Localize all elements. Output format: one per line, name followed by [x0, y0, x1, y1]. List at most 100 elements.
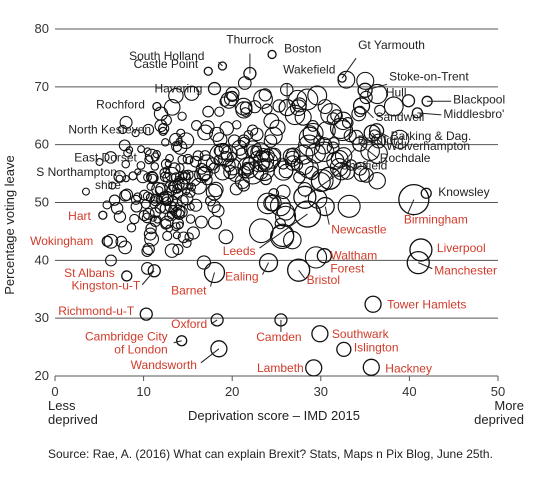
data-point [256, 192, 279, 215]
label-birmingham: Birmingham [404, 213, 468, 227]
data-point [115, 235, 128, 248]
x-axis-title: Deprivation score – IMD 2015 [188, 408, 360, 423]
data-point [141, 245, 153, 257]
data-point-hull [401, 94, 416, 108]
data-point-castle-point [203, 66, 213, 76]
leader-line-wolverhampton [371, 132, 385, 147]
data-point [332, 120, 354, 142]
leader-line-wandsworth [200, 348, 220, 364]
data-point [304, 246, 328, 269]
label-havering: Havering [154, 82, 202, 96]
data-point [253, 89, 273, 109]
data-point [259, 147, 282, 169]
data-point [145, 222, 157, 235]
data-point [171, 222, 181, 232]
label-cambridge-city-of-london: Cambridge City of London [85, 330, 168, 357]
y-tick-label: 70 [35, 79, 49, 94]
data-point [220, 91, 238, 109]
data-point [270, 223, 295, 248]
data-point [186, 202, 195, 211]
leader-line-south-holland [218, 61, 223, 67]
label-wakefield: Wakefield [283, 63, 335, 77]
data-point-birmingham [398, 183, 430, 216]
data-point [172, 231, 181, 240]
x-tick-label: 40 [402, 384, 416, 399]
data-point [146, 182, 155, 191]
data-point-oxford [210, 313, 224, 327]
data-point [214, 163, 231, 181]
data-point [145, 193, 155, 203]
data-point-ealing [258, 252, 279, 273]
label-bradford: Bradford [358, 133, 404, 147]
data-point [160, 114, 172, 126]
data-point-east-dorset [144, 155, 154, 165]
label-wokingham: Wokingham [30, 234, 93, 248]
data-point [247, 124, 259, 136]
data-point [186, 226, 200, 240]
data-point [196, 255, 211, 270]
data-point [158, 122, 170, 135]
data-point [307, 85, 328, 106]
data-point-liverpool [409, 238, 433, 262]
data-point [332, 161, 351, 181]
y-tick-label: 20 [35, 368, 49, 383]
data-point [189, 198, 203, 212]
data-point [298, 134, 321, 157]
x-tick-label: 0 [51, 384, 58, 399]
data-point [315, 137, 333, 155]
data-point [207, 199, 221, 214]
data-point [283, 230, 302, 250]
data-point [263, 113, 280, 129]
label-east-dorset: East Dorset [74, 151, 137, 165]
data-point [130, 200, 143, 213]
data-point [185, 156, 194, 165]
label-camden: Camden [256, 330, 301, 344]
leader-line-barnet [209, 272, 215, 287]
data-point [126, 223, 137, 233]
data-point [225, 86, 240, 101]
label-knowsley: Knowsley [438, 185, 489, 199]
data-point [165, 153, 174, 163]
data-point-boston [267, 49, 277, 60]
label-s-northampton--shire: S Northampton-shire [36, 165, 121, 192]
data-point [164, 243, 180, 258]
data-point [113, 170, 127, 183]
label-leeds: Leeds [223, 244, 256, 258]
label-south-holland: South Holland [129, 49, 204, 63]
data-point-southwark [311, 325, 329, 343]
data-point [237, 134, 251, 147]
data-point [177, 154, 188, 165]
data-point [383, 96, 404, 117]
data-point [118, 124, 128, 135]
y-tick-label: 80 [35, 21, 49, 36]
data-point [141, 262, 154, 275]
data-point [250, 127, 264, 142]
data-point-st-albans [121, 270, 133, 282]
data-point [131, 128, 140, 138]
data-point-bradford [318, 166, 342, 190]
data-point [291, 97, 307, 113]
data-point [191, 119, 202, 131]
leader-line-manchester [418, 262, 433, 270]
data-point [326, 141, 340, 155]
leader-line-oxford [210, 319, 218, 325]
label-blackpool: Blackpool [453, 92, 505, 106]
data-point [168, 87, 184, 104]
label-boston: Boston [284, 41, 321, 55]
label-hull: Hull [386, 86, 407, 100]
leader-line-rochdale [359, 143, 379, 159]
data-point [164, 166, 180, 182]
data-point [241, 161, 265, 185]
data-point-waltham-forest [316, 248, 332, 264]
data-point [184, 85, 200, 101]
data-point [153, 106, 169, 121]
label-islington: Islington [354, 340, 399, 354]
data-point [269, 195, 291, 217]
label-ealing: Ealing [225, 270, 258, 284]
x-tick-label: 20 [225, 384, 239, 399]
data-point [333, 111, 353, 131]
data-point [142, 123, 155, 136]
data-point [328, 137, 340, 149]
data-point [284, 150, 301, 167]
